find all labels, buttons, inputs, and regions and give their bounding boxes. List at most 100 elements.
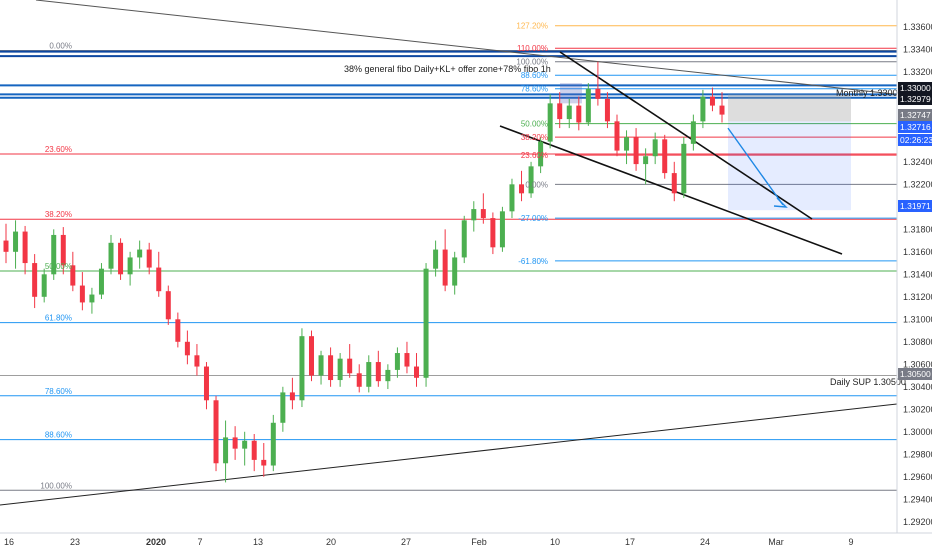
candle-body <box>414 366 420 378</box>
price-tick-label: 1.31800 <box>903 224 932 234</box>
candle-body <box>624 137 630 151</box>
candle-body <box>223 437 229 464</box>
candle-body <box>471 209 477 221</box>
long-term-support-line <box>0 403 898 506</box>
candle-body <box>442 249 448 286</box>
hourly-fib-label: 88.60% <box>521 71 548 80</box>
candle-body <box>60 234 66 266</box>
price-tick-label: 1.33200 <box>903 67 932 77</box>
price-tag-box <box>898 200 932 212</box>
candle-body <box>318 355 324 376</box>
candle-body <box>156 267 162 292</box>
candle-body <box>308 336 314 376</box>
daily-fib-label: 88.60% <box>45 431 72 440</box>
time-tick-label: 20 <box>326 537 336 547</box>
candle-body <box>337 358 343 381</box>
daily-fib-label: 23.60% <box>45 145 72 154</box>
price-tag-label: 1.32747 <box>900 110 931 120</box>
candle-body <box>270 422 276 466</box>
price-tick-label: 1.29800 <box>903 449 932 459</box>
candle-body <box>194 355 200 367</box>
candle-body <box>165 291 171 320</box>
time-tick-label: Feb <box>471 537 487 547</box>
candle-body <box>519 184 525 194</box>
candle-body <box>375 362 381 382</box>
candle-body <box>347 358 353 374</box>
price-tag-label: 1.33000 <box>900 83 931 93</box>
trendlines <box>0 0 898 506</box>
candle-body <box>22 231 28 264</box>
candle-body <box>98 268 104 295</box>
price-tick-label: 1.30400 <box>903 382 932 392</box>
candle-body <box>700 96 706 122</box>
candle-body <box>79 285 85 303</box>
candle-body <box>32 263 38 297</box>
candle-body <box>547 103 553 142</box>
analysis-note: 38% general fibo Daily+KL+ offer zone+78… <box>344 64 551 74</box>
price-tick-label: 1.30600 <box>903 359 932 369</box>
candle-body <box>690 121 696 144</box>
hourly-fib-label: 23.60% <box>521 151 548 160</box>
candle-body <box>280 392 286 423</box>
candle-body <box>261 459 267 466</box>
hourly-fib-label: -61.80% <box>518 257 548 266</box>
candle-body <box>604 98 610 122</box>
candle-body <box>127 257 133 275</box>
candle-body <box>251 440 257 460</box>
fibonacci-levels <box>0 25 897 491</box>
candle-body <box>3 240 9 252</box>
price-tag-label: 1.32979 <box>900 94 931 104</box>
candle-body <box>289 392 295 401</box>
price-tick-label: 1.33600 <box>903 22 932 32</box>
daily-fib-label: 100.00% <box>40 481 72 490</box>
candle-body <box>499 211 505 248</box>
hourly-fib-label: 0.00% <box>525 180 548 189</box>
price-tick-label: 1.29200 <box>903 517 932 527</box>
hourly-fib-label: -27.00% <box>518 214 548 223</box>
time-axis[interactable]: 16 23 2020 7 13 20 27 Feb 10 17 24 Mar 9 <box>4 537 854 547</box>
candle-body <box>137 249 143 258</box>
hourly-fib-label: 50.00% <box>521 120 548 129</box>
price-tick-label: 1.29400 <box>903 494 932 504</box>
candle-body <box>51 234 57 275</box>
candle-body <box>528 166 534 194</box>
time-tick-label: 27 <box>401 537 411 547</box>
candle-body <box>328 355 334 381</box>
daily-fib-label: 50.00% <box>45 262 72 271</box>
price-tick-label: 1.31400 <box>903 269 932 279</box>
price-tag-box <box>898 368 932 380</box>
candle-body <box>118 242 124 275</box>
price-tag-box <box>898 134 932 146</box>
candle-body <box>13 231 19 252</box>
candle-body <box>709 96 715 106</box>
wedge-lower-line <box>499 125 843 255</box>
candle-body <box>423 268 429 378</box>
price-tick-label: 1.29600 <box>903 472 932 482</box>
time-tick-label: 2020 <box>146 537 166 547</box>
time-tick-label: 23 <box>70 537 80 547</box>
trade-zones <box>560 83 851 211</box>
key-level-lines <box>0 50 897 377</box>
candle-body <box>662 139 668 174</box>
hourly-fib-label: 38.20% <box>521 133 548 142</box>
time-tick-label: 17 <box>625 537 635 547</box>
candle-body <box>557 103 563 120</box>
price-tag-label: 1.31971 <box>900 201 931 211</box>
candle-body <box>509 184 515 212</box>
price-tick-label: 1.33400 <box>903 44 932 54</box>
price-tag-label: 1.30500 <box>900 369 931 379</box>
candle-body <box>538 141 544 167</box>
price-tick-label: 1.31200 <box>903 292 932 302</box>
candle-body <box>146 249 152 268</box>
price-tick-label: 1.32400 <box>903 157 932 167</box>
hourly-fib-label: 78.60% <box>521 85 548 94</box>
projection-arrow-line <box>727 127 784 206</box>
price-tag-label: 02:26:23 <box>900 135 932 145</box>
offer-zone <box>560 83 582 104</box>
candlestick-series <box>3 61 725 483</box>
candle-body <box>108 242 114 269</box>
price-tag-label: 1.32716 <box>900 122 931 132</box>
candle-body <box>643 156 649 165</box>
candle-body <box>433 249 439 269</box>
